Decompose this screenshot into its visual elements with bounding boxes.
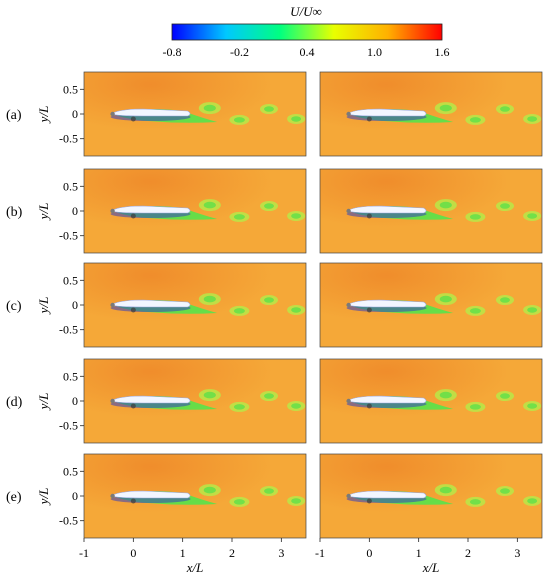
x-axis-title: x/L <box>186 560 204 575</box>
x-axis-title: x/L <box>422 560 440 575</box>
row-label: (e) <box>6 490 22 505</box>
velocity-contour-panel: 0.5 0 -0.5 <box>59 262 307 348</box>
x-tick-label: 2 <box>465 546 471 560</box>
row-labels: (a) y/L (b) y/L (c) y/L (d) y/L (e) y/L <box>6 106 51 507</box>
velocity-contour-panel <box>319 358 543 444</box>
y-tick-label: -0.5 <box>59 132 78 146</box>
y-tick-label: 0 <box>72 298 78 312</box>
colorbar-title: U/U∞ <box>290 4 322 19</box>
velocity-contour-panel <box>319 262 543 348</box>
colorbar: U/U∞ -0.8 -0.2 0.4 1.0 1.6 <box>163 4 450 59</box>
x-tick-label: 3 <box>514 546 520 560</box>
colorbar-gradient <box>171 23 443 41</box>
colorbar-tick-label: 0.4 <box>300 45 315 59</box>
x-tick-label: -1 <box>79 546 89 560</box>
y-tick-label: 0.5 <box>63 369 78 383</box>
colorbar-tick-label: 1.6 <box>435 45 450 59</box>
colorbar-tick-label: 1.0 <box>367 45 382 59</box>
x-tick-label: -1 <box>315 546 325 560</box>
velocity-contour-panel <box>319 71 543 157</box>
row-label: (d) <box>6 395 23 410</box>
y-tick-label: 0.5 <box>63 179 78 193</box>
y-tick-label: -0.5 <box>59 229 78 243</box>
row-label: (b) <box>6 205 23 220</box>
x-tick-label: 0 <box>130 546 136 560</box>
y-tick-label: 0 <box>72 394 78 408</box>
y-tick-label: -0.5 <box>59 323 78 337</box>
velocity-contour-panel <box>319 453 543 539</box>
y-axis-title: y/L <box>36 297 51 316</box>
y-tick-label: 0.5 <box>63 82 78 96</box>
y-tick-label: -0.5 <box>59 419 78 433</box>
x-tick-label: 3 <box>278 546 284 560</box>
x-tick-label: 1 <box>180 546 186 560</box>
y-tick-label: 0.5 <box>63 273 78 287</box>
y-tick-label: 0 <box>72 489 78 503</box>
x-tick-label: 0 <box>366 546 372 560</box>
y-axis-title: y/L <box>36 106 51 125</box>
y-axis-title: y/L <box>36 488 51 507</box>
row-label: (a) <box>6 108 22 123</box>
colorbar-tick-label: -0.2 <box>230 45 249 59</box>
y-axis-title: y/L <box>36 393 51 412</box>
y-tick-label: 0 <box>72 204 78 218</box>
velocity-contour-panel <box>319 168 543 254</box>
colorbar-tick-label: -0.8 <box>163 45 182 59</box>
y-tick-label: 0 <box>72 107 78 121</box>
y-tick-label: -0.5 <box>59 514 78 528</box>
x-axes: -1 0 1 2 3 x/L -1 0 1 2 3 x/L <box>79 538 520 575</box>
velocity-contour-panel: 0.5 0 -0.5 <box>59 453 307 539</box>
x-tick-label: 2 <box>229 546 235 560</box>
velocity-contour-panel: 0.5 0 -0.5 <box>59 71 307 157</box>
y-tick-label: 0.5 <box>63 464 78 478</box>
colorbar-ticks: -0.8 -0.2 0.4 1.0 1.6 <box>163 45 450 59</box>
row-label: (c) <box>6 299 22 314</box>
velocity-contour-panel: 0.5 0 -0.5 <box>59 358 307 444</box>
x-tick-label: 1 <box>416 546 422 560</box>
panel-grid: 0.5 0 -0.5 0.5 0 -0.5 0.5 0 -0.5 0.5 0 -0.5 0.5 0 -0.5 <box>59 71 543 539</box>
velocity-contour-panel: 0.5 0 -0.5 <box>59 168 307 254</box>
y-axis-title: y/L <box>36 203 51 222</box>
